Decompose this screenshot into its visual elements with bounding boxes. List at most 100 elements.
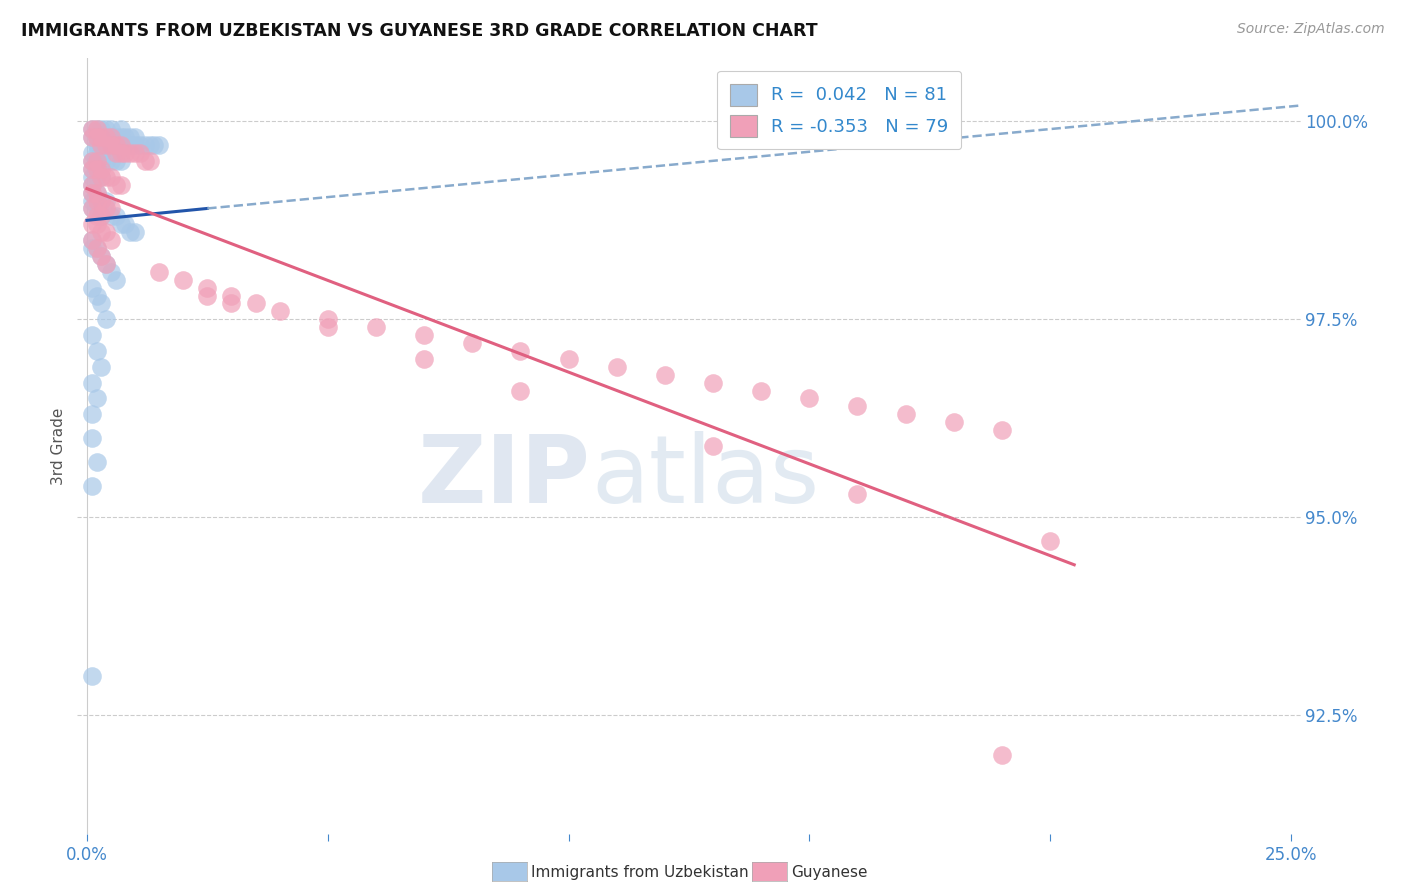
Point	[80, 217, 103, 231]
Text: ZIP: ZIP	[418, 431, 591, 523]
Point	[120, 130, 142, 145]
Point	[96, 130, 118, 145]
Point	[80, 233, 103, 247]
Point	[90, 249, 112, 263]
Point	[80, 233, 103, 247]
Point	[86, 161, 108, 176]
Point	[80, 241, 103, 255]
Point	[172, 273, 194, 287]
Point	[86, 217, 108, 231]
Point	[100, 210, 122, 224]
Point	[80, 161, 103, 176]
Point	[104, 210, 127, 224]
Point	[86, 392, 108, 406]
Point	[96, 257, 118, 271]
Point	[86, 138, 108, 153]
Point	[110, 146, 132, 161]
Point	[991, 747, 1014, 762]
Point	[134, 153, 156, 168]
Point	[86, 122, 108, 136]
Point	[80, 178, 103, 192]
Point	[90, 130, 112, 145]
Point	[86, 130, 108, 145]
Point	[86, 210, 108, 224]
Point	[124, 130, 146, 145]
Point	[100, 122, 122, 136]
Point	[80, 178, 103, 192]
Point	[1039, 534, 1062, 549]
Point	[80, 130, 103, 145]
Point	[80, 169, 103, 184]
Point	[894, 407, 917, 421]
Point	[90, 130, 112, 145]
Point	[124, 138, 146, 153]
Point	[110, 138, 132, 153]
Point	[86, 186, 108, 200]
Point	[104, 273, 127, 287]
Point	[129, 138, 152, 153]
Point	[86, 241, 108, 255]
Point	[100, 202, 122, 216]
Point	[80, 130, 103, 145]
Point	[114, 146, 136, 161]
Point	[90, 146, 112, 161]
Point	[799, 392, 821, 406]
Point	[509, 343, 531, 358]
Point	[96, 225, 118, 239]
Point	[606, 359, 628, 374]
Point	[96, 138, 118, 153]
Point	[104, 178, 127, 192]
Point	[90, 161, 112, 176]
Point	[120, 146, 142, 161]
Point	[120, 225, 142, 239]
Point	[138, 138, 160, 153]
Point	[96, 169, 118, 184]
Point	[846, 400, 869, 414]
Point	[120, 138, 142, 153]
Legend: R =  0.042   N = 81, R = -0.353   N = 79: R = 0.042 N = 81, R = -0.353 N = 79	[717, 70, 962, 149]
Point	[86, 146, 108, 161]
Point	[110, 122, 132, 136]
Text: Guyanese: Guyanese	[792, 865, 868, 880]
Point	[749, 384, 772, 398]
Point	[148, 265, 170, 279]
Point	[86, 122, 108, 136]
Point	[80, 146, 103, 161]
Point	[96, 138, 118, 153]
Point	[110, 130, 132, 145]
Point	[80, 153, 103, 168]
Point	[846, 486, 869, 500]
Point	[96, 130, 118, 145]
Point	[316, 320, 339, 334]
Point	[702, 376, 724, 390]
Point	[80, 478, 103, 492]
Point	[80, 153, 103, 168]
Point	[80, 431, 103, 445]
Point	[90, 146, 112, 161]
Point	[148, 138, 170, 153]
Point	[100, 130, 122, 145]
Point	[90, 194, 112, 208]
Point	[96, 257, 118, 271]
Point	[80, 122, 103, 136]
Point	[86, 130, 108, 145]
Point	[90, 194, 112, 208]
Point	[104, 153, 127, 168]
Point	[316, 312, 339, 326]
Point	[86, 194, 108, 208]
Point	[104, 130, 127, 145]
Point	[96, 202, 118, 216]
Point	[195, 280, 218, 294]
Point	[364, 320, 387, 334]
Point	[124, 146, 146, 161]
Point	[143, 138, 166, 153]
Point	[100, 138, 122, 153]
Point	[86, 169, 108, 184]
Point	[90, 138, 112, 153]
Point	[134, 138, 156, 153]
Point	[104, 146, 127, 161]
Point	[124, 225, 146, 239]
Point	[104, 138, 127, 153]
Point	[114, 138, 136, 153]
Point	[96, 312, 118, 326]
